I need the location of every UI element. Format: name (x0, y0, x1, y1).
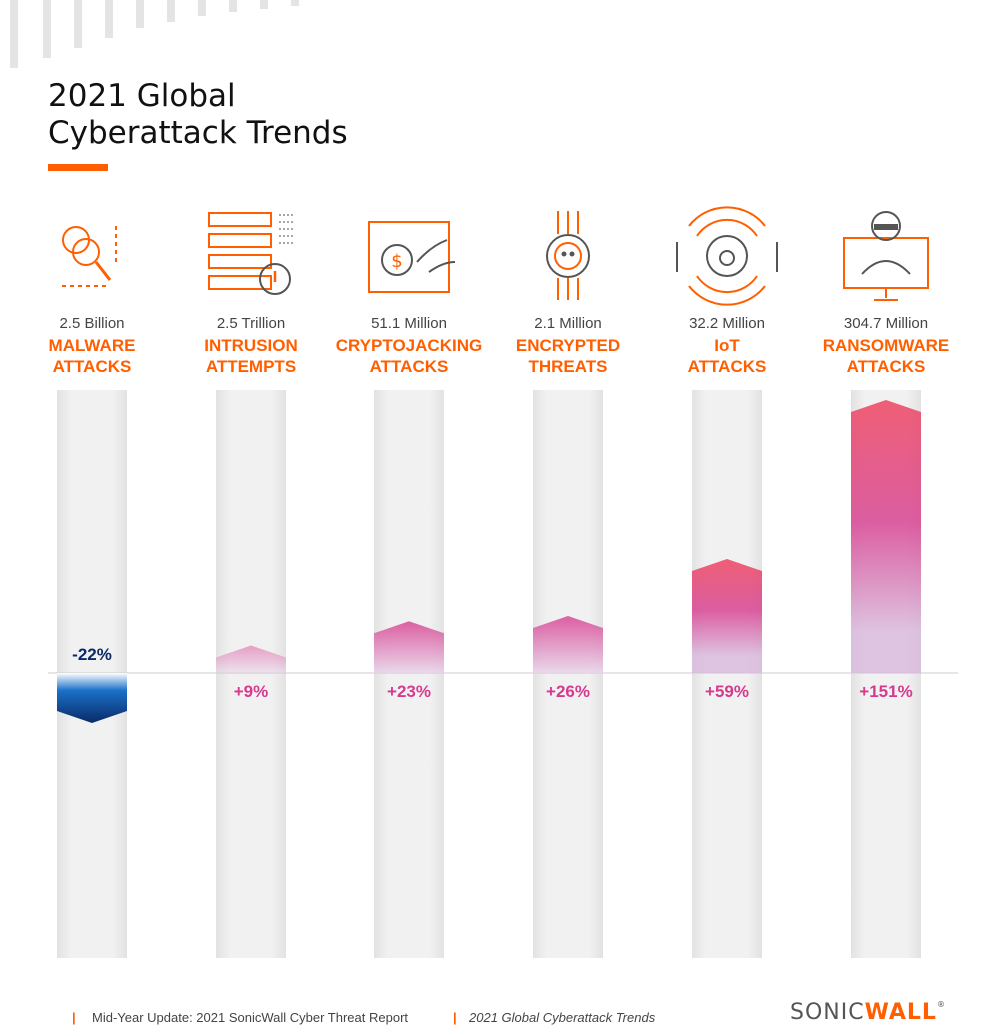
category-name: INTRUSION (204, 336, 298, 355)
category-name: MALWARE (49, 336, 136, 355)
footer-separator: | (72, 1010, 76, 1025)
category-name: CRYPTOJACKING (336, 336, 482, 355)
category-count: 2.5 Billion (59, 315, 124, 332)
icon-ransomware-icon (843, 211, 929, 301)
sonicwall-logo: SONICWALL® (790, 1000, 946, 1025)
data-label: +151% (859, 682, 912, 701)
category-count: 2.1 Million (534, 315, 602, 332)
decor-stripe (10, 0, 18, 68)
title-line-1: 2021 Global (48, 78, 236, 114)
bar (374, 621, 444, 673)
decor-stripe (167, 0, 175, 22)
decor-stripe (105, 0, 113, 38)
bar-track (533, 390, 603, 958)
category-count: 304.7 Million (844, 315, 928, 332)
category-name: ATTACKS (847, 357, 926, 376)
icon-malware-icon (62, 226, 117, 287)
category-name: ENCRYPTED (516, 336, 620, 355)
bar-track (216, 390, 286, 958)
decor-stripe (260, 0, 268, 9)
icon-encrypted-threat-icon (546, 211, 590, 300)
category-count: 2.5 Trillion (217, 315, 285, 332)
icon-cryptojacking-icon: $ (368, 221, 456, 293)
bar-track (692, 390, 762, 958)
decor-stripe (74, 0, 82, 48)
bar-track (374, 390, 444, 958)
bar (851, 400, 921, 673)
decor-stripe (291, 0, 299, 6)
decor-stripe (229, 0, 237, 12)
data-label: +23% (387, 682, 431, 701)
decor-stripe (136, 0, 144, 28)
category-count: 32.2 Million (689, 315, 765, 332)
data-label: +59% (705, 682, 749, 701)
cyberattack-chart: 2.5 Billion MALWARE ATTACKS 2.5 Trillion INT… (48, 206, 958, 958)
svg-text:$: $ (391, 251, 402, 272)
footer: | Mid-Year Update: 2021 SonicWall Cyber … (0, 1010, 1001, 1030)
data-label: +26% (546, 682, 590, 701)
footer-separator: | (453, 1010, 457, 1025)
bar (692, 559, 762, 673)
data-label: -22% (72, 645, 112, 664)
decor-stripe (43, 0, 51, 58)
footer-report-title: Mid-Year Update: 2021 SonicWall Cyber Th… (92, 1010, 409, 1025)
category-name: ATTACKS (688, 357, 767, 376)
category-name: IoT (714, 336, 740, 355)
category-name: THREATS (528, 357, 607, 376)
bar (216, 645, 286, 673)
category-name: ATTACKS (370, 357, 449, 376)
bar (533, 616, 603, 673)
category-name: RANSOMWARE (823, 336, 950, 355)
title-line-2: Cyberattack Trends (48, 115, 348, 151)
page-title: 2021 Global Cyberattack Trends (48, 78, 348, 152)
data-label: +9% (234, 682, 269, 701)
icon-iot-icon (676, 206, 778, 306)
icon-intrusion-icon (208, 212, 293, 295)
bar (57, 673, 127, 724)
title-accent-bar (48, 164, 108, 171)
decor-stripe (198, 0, 206, 16)
footer-section-title: 2021 Global Cyberattack Trends (469, 1010, 656, 1025)
category-count: 51.1 Million (371, 315, 447, 332)
category-name: ATTACKS (53, 357, 132, 376)
category-name: ATTEMPTS (206, 357, 296, 376)
